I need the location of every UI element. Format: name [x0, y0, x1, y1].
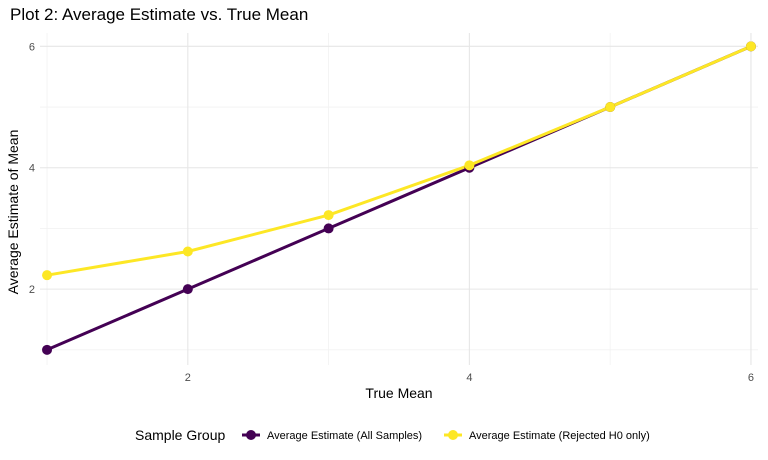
- legend-items: Average Estimate (All Samples) Average Es…: [242, 430, 650, 442]
- data-point: [182, 284, 193, 295]
- data-point: [42, 344, 53, 355]
- data-point: [464, 160, 475, 171]
- series-points: [42, 41, 756, 355]
- x-tick-label: 6: [748, 372, 754, 384]
- series-line-2: [46, 45, 752, 277]
- legend-key-point: [448, 430, 458, 440]
- legend-label: Average Estimate (Rejected H0 only): [469, 430, 650, 442]
- series-lines: [46, 45, 752, 352]
- y-tick-label: 4: [29, 163, 35, 175]
- y-tick-label: 2: [29, 284, 35, 296]
- y-axis-title: Average Estimate of Mean: [5, 130, 21, 295]
- legend-label: Average Estimate (All Samples): [267, 430, 422, 442]
- data-point: [42, 270, 53, 281]
- legend-item-2: Average Estimate (Rejected H0 only): [444, 430, 650, 442]
- grid: [40, 33, 758, 365]
- data-point: [323, 210, 334, 221]
- x-tick-label: 4: [466, 372, 472, 384]
- legend-item-1: Average Estimate (All Samples): [242, 430, 422, 442]
- data-point: [182, 246, 193, 257]
- data-point: [323, 223, 334, 234]
- y-axis-ticks: 2 4 6: [29, 41, 35, 296]
- legend-title: Sample Group: [135, 427, 225, 443]
- legend: Sample Group Average Estimate (All Sampl…: [135, 427, 650, 443]
- data-point: [745, 41, 756, 52]
- x-axis-ticks: 2 4 6: [185, 372, 754, 384]
- x-axis-title: True Mean: [365, 385, 432, 401]
- data-point: [605, 102, 616, 113]
- chart-title: Plot 2: Average Estimate vs. True Mean: [10, 5, 308, 24]
- y-tick-label: 6: [29, 41, 35, 53]
- legend-key-point: [246, 430, 256, 440]
- x-tick-label: 2: [185, 372, 191, 384]
